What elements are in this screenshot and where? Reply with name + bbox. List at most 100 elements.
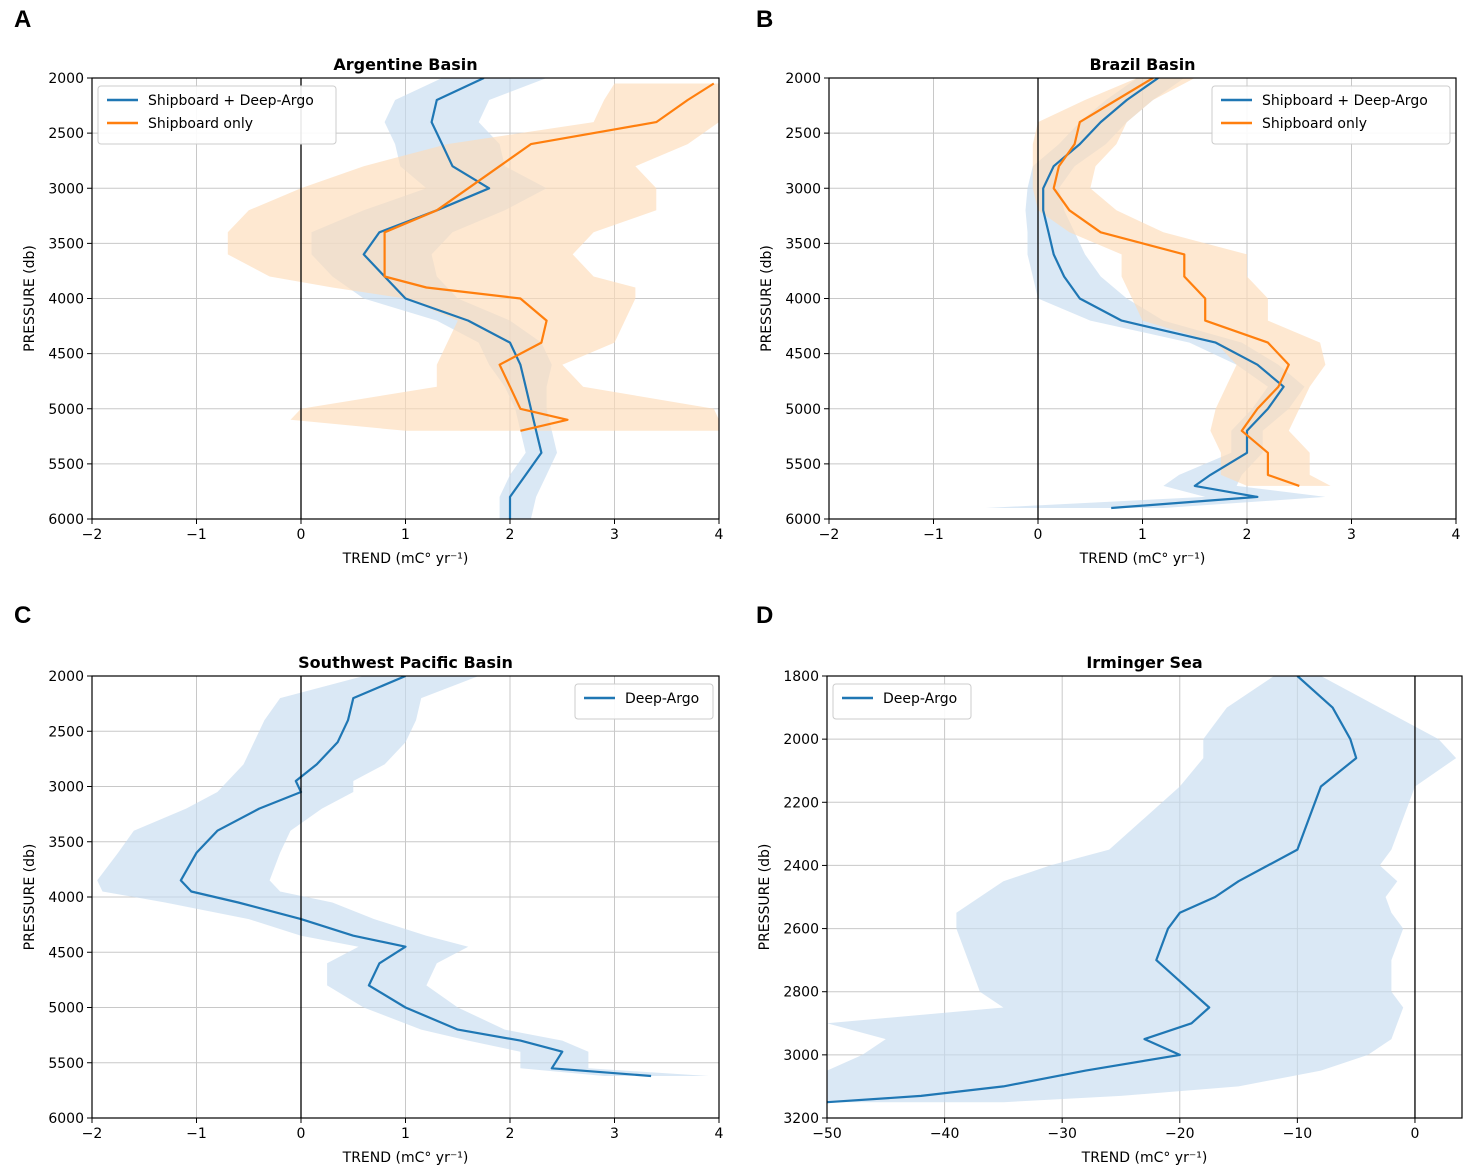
- x-tick-label: 2: [1243, 527, 1252, 543]
- legend: Deep-Argo: [574, 683, 714, 720]
- x-tick-label: −1: [923, 527, 944, 543]
- x-axis-label: TREND (mC° yr⁻¹): [342, 1150, 469, 1166]
- x-tick-label: 2: [506, 527, 515, 543]
- y-tick-label: 3000: [48, 780, 84, 796]
- x-tick-label: −50: [812, 1126, 842, 1142]
- y-tick-label: 5500: [48, 457, 84, 473]
- x-tick-label: 1: [1138, 527, 1147, 543]
- series-line-blue: [179, 676, 652, 1078]
- y-tick-label: 3000: [783, 1048, 819, 1064]
- x-tick-label: −2: [82, 1126, 103, 1142]
- x-tick-label: −2: [82, 527, 103, 543]
- panel-b: B −2 −1 0 1 2 3 4 2000 2500 3000 3500 4000 4500 5000 5…: [738, 0, 1476, 586]
- y-tick-label: 4000: [48, 292, 84, 308]
- y-tick-label: 5000: [48, 402, 84, 418]
- y-tick-label: 2000: [785, 71, 821, 87]
- plot-frame: [826, 675, 1463, 1119]
- y-tick-label: 5000: [785, 402, 821, 418]
- uncertainty-band-orange: [227, 83, 719, 431]
- y-tick-label: 6000: [48, 1111, 84, 1127]
- y-tick-label: 2400: [783, 858, 819, 874]
- y-tick-label: 2500: [48, 126, 84, 142]
- panel-letter: A: [14, 6, 32, 33]
- y-tick-label: 3500: [48, 835, 84, 851]
- plot-area: [97, 676, 709, 1078]
- x-tick-label: −2: [819, 527, 840, 543]
- y-tick-label: 4000: [48, 890, 84, 906]
- y-tick-label: 4500: [785, 347, 821, 363]
- x-tick-label: 3: [610, 1126, 619, 1142]
- y-axis-label: PRESSURE (db): [22, 844, 38, 951]
- panel-letter: C: [14, 602, 32, 629]
- panel-c: C −2 −1 0 1 2 3 4 2000 2500 3000 3500 4000 4500 5000 5…: [0, 596, 738, 1172]
- panel-letter: D: [756, 602, 774, 629]
- legend-label: Shipboard only: [148, 116, 253, 132]
- chart-irminger-sea: −50 −40 −30 −20 −10 0 1800 2000 2200 2400 2600 2800…: [757, 653, 1463, 1166]
- legend-label: Deep-Argo: [625, 691, 699, 707]
- y-tick-label: 4500: [48, 945, 84, 961]
- x-tick-label: 0: [1411, 1126, 1420, 1142]
- legend-box: [97, 85, 337, 145]
- x-tick-label: −20: [1165, 1126, 1195, 1142]
- legend-label: Shipboard only: [1262, 116, 1367, 132]
- x-axis-label: TREND (mC° yr⁻¹): [1079, 551, 1206, 567]
- y-tick-label: 4500: [48, 347, 84, 363]
- legend-box: [574, 683, 714, 720]
- chart-title: Brazil Basin: [1089, 55, 1195, 74]
- legend: Shipboard + Deep-Argo Shipboard only: [1211, 85, 1451, 145]
- x-tick-label: 4: [1452, 527, 1461, 543]
- legend: Deep-Argo: [832, 683, 972, 720]
- y-tick-label: 2000: [48, 71, 84, 87]
- x-axis-label: TREND (mC° yr⁻¹): [1081, 1150, 1208, 1166]
- x-tick-label: 0: [1034, 527, 1043, 543]
- x-tick-label: 0: [297, 1126, 306, 1142]
- x-tick-label: 3: [1347, 527, 1356, 543]
- series-line-orange: [1052, 78, 1300, 487]
- legend-label: Shipboard + Deep-Argo: [1262, 93, 1428, 109]
- y-tick-label: 2600: [783, 922, 819, 938]
- x-tick-label: −1: [186, 527, 207, 543]
- x-tick-label: 2: [506, 1126, 515, 1142]
- y-tick-label: 6000: [785, 512, 821, 528]
- y-axis-label: PRESSURE (db): [22, 245, 38, 352]
- y-tick-label: 1800: [783, 669, 819, 685]
- series-line-orange: [383, 82, 715, 432]
- x-tick-label: 4: [715, 1126, 724, 1142]
- y-tick-label: 2500: [785, 126, 821, 142]
- x-tick-label: 3: [610, 527, 619, 543]
- y-axis-label: PRESSURE (db): [759, 245, 775, 352]
- series-line-blue: [827, 676, 1358, 1104]
- legend-label: Deep-Argo: [883, 691, 957, 707]
- y-tick-label: 6000: [48, 512, 84, 528]
- x-tick-label: 4: [715, 527, 724, 543]
- y-tick-label: 5500: [785, 457, 821, 473]
- legend-box: [1211, 85, 1451, 145]
- y-tick-label: 2000: [783, 732, 819, 748]
- chart-brazil-basin: −2 −1 0 1 2 3 4 2000 2500 3000 3500 4000 4500 5000 550…: [759, 55, 1461, 567]
- chart-title: Irminger Sea: [1086, 653, 1202, 672]
- y-tick-label: 5500: [48, 1056, 84, 1072]
- y-tick-label: 2800: [783, 985, 819, 1001]
- y-tick-label: 4000: [785, 292, 821, 308]
- legend-box: [832, 683, 972, 720]
- chart-title: Argentine Basin: [333, 55, 477, 74]
- x-tick-label: −1: [186, 1126, 207, 1142]
- y-tick-label: 3200: [783, 1111, 819, 1127]
- uncertainty-band-orange: [1032, 78, 1331, 486]
- chart-title: Southwest Pacific Basin: [298, 653, 513, 672]
- x-tick-label: −40: [930, 1126, 960, 1142]
- y-tick-label: 3000: [48, 181, 84, 197]
- y-tick-label: 2500: [48, 724, 84, 740]
- uncertainty-band-blue: [827, 676, 1457, 1103]
- x-axis-label: TREND (mC° yr⁻¹): [342, 551, 469, 567]
- y-tick-label: 3500: [785, 236, 821, 252]
- legend: Shipboard + Deep-Argo Shipboard only: [97, 85, 337, 145]
- uncertainty-band-blue: [97, 676, 709, 1076]
- y-tick-label: 5000: [48, 1001, 84, 1017]
- y-axis-label: PRESSURE (db): [757, 844, 773, 951]
- chart-southwest-pacific-basin: −2 −1 0 1 2 3 4 2000 2500 3000 3500 4000 4500 5000 550…: [22, 653, 724, 1166]
- plot-area: [985, 78, 1331, 510]
- panel-a: A −2 −1 0 1 2 3 4 2000 2500 3000 3500 4000 4500 5000 5…: [0, 0, 738, 586]
- x-tick-label: 1: [401, 1126, 410, 1142]
- legend-label: Shipboard + Deep-Argo: [148, 93, 314, 109]
